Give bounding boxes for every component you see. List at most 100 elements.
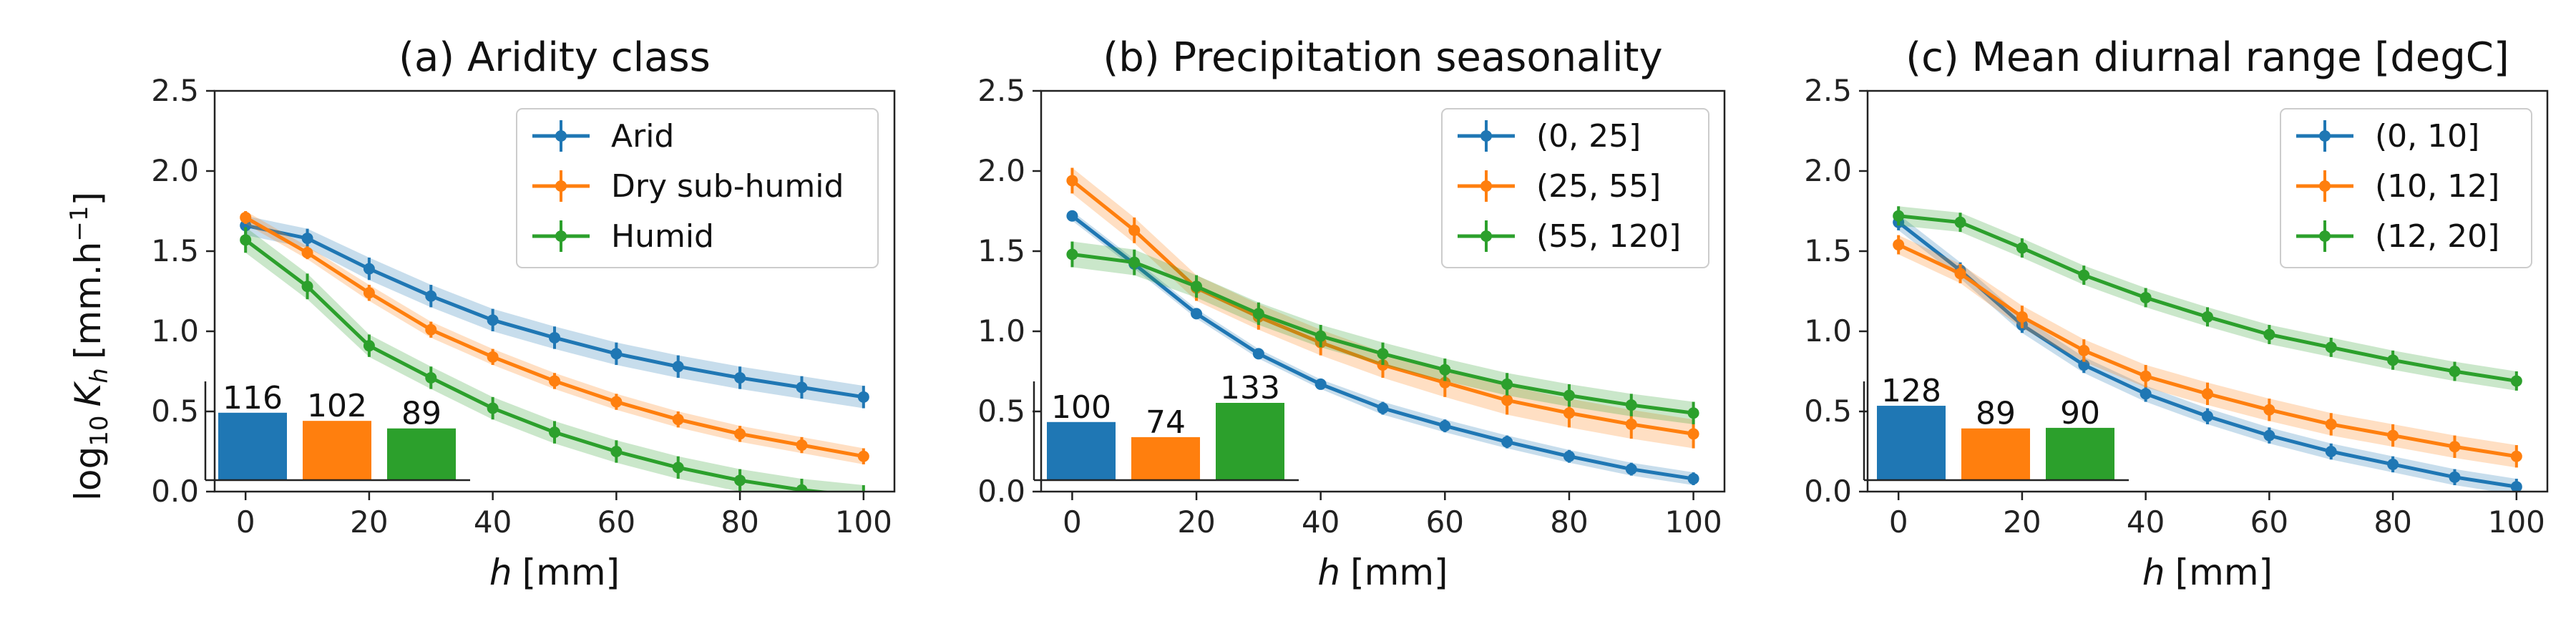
legend-item: Dry sub-humid <box>532 168 844 205</box>
y-tick-label: 1.5 <box>151 233 199 268</box>
legend: (0, 10] (10, 12] (12, 20] <box>2280 108 2532 268</box>
data-point <box>2202 311 2213 323</box>
data-point <box>425 323 437 336</box>
legend-label: Dry sub-humid <box>611 168 844 205</box>
data-point <box>425 290 437 302</box>
x-tick-label: 20 <box>350 504 388 540</box>
data-point <box>549 331 560 343</box>
count-bar <box>1047 421 1116 480</box>
data-point <box>1066 248 1078 260</box>
axes-frame <box>1040 89 1726 493</box>
plot-area <box>240 211 869 492</box>
data-point <box>2510 375 2522 387</box>
data-point <box>1252 348 1264 360</box>
panel-precipitation-seasonality: (b) Precipitation seasonality 0 20 40 60 80 10… <box>977 34 1726 593</box>
y-tick-label: 2.0 <box>977 153 1025 188</box>
panel-aridity: (a) Aridity class 0 20 40 60 80 100 0.0 0.5 1.0 1.… <box>151 34 896 593</box>
data-point <box>2449 441 2461 453</box>
y-axis-label-main: log <box>67 447 109 501</box>
axes-frame <box>1866 89 2549 493</box>
x-axis-label-unit: [mm] <box>522 552 620 593</box>
data-point <box>1128 256 1141 268</box>
data-point <box>2510 481 2522 492</box>
data-point <box>1377 348 1389 360</box>
data-point <box>1252 308 1264 320</box>
x-tick-label: 100 <box>1665 504 1722 540</box>
data-point <box>2016 242 2028 254</box>
legend-item: (10, 12] <box>2296 168 2499 205</box>
count-label: 74 <box>1146 404 1186 441</box>
data-point <box>301 233 313 245</box>
x-tick-label: 20 <box>2003 504 2041 540</box>
data-point <box>2325 341 2337 353</box>
x-tick-label: 0 <box>1063 504 1082 540</box>
data-point <box>363 263 375 275</box>
data-point <box>363 340 375 352</box>
data-point <box>857 391 869 403</box>
x-tick-label: 40 <box>1302 504 1340 540</box>
count-label: 89 <box>401 396 441 432</box>
data-point <box>1687 428 1699 440</box>
data-point <box>672 462 684 474</box>
data-point <box>1501 436 1513 448</box>
count-label: 133 <box>1220 370 1280 406</box>
data-point <box>796 439 808 452</box>
count-bar <box>1131 436 1200 480</box>
data-point <box>240 234 252 246</box>
panel-title: (a) Aridity class <box>399 34 711 81</box>
legend-label: (25, 55] <box>1536 168 1661 205</box>
data-point <box>1314 330 1327 342</box>
data-point <box>857 450 869 462</box>
data-point <box>2325 446 2337 457</box>
axes-frame <box>213 89 896 493</box>
y-axis-label-var-sub: h <box>85 368 114 384</box>
y-axis-label-unit-sup: −1 <box>65 206 94 242</box>
data-point <box>2078 344 2090 356</box>
data-point <box>610 446 623 457</box>
count-bar <box>387 428 456 480</box>
y-axis-label: log10 Kh [mm.h−1] <box>65 192 114 501</box>
y-tick-label: 0.5 <box>1804 394 1852 429</box>
legend-label: (0, 25] <box>1536 118 1641 155</box>
data-point <box>1893 210 1905 222</box>
data-point <box>2449 366 2461 377</box>
data-point <box>610 396 623 408</box>
count-label: 116 <box>223 380 283 416</box>
legend: (0, 25] (25, 55] (55, 120] <box>1441 108 1709 268</box>
y-tick-label: 1.0 <box>151 313 199 348</box>
x-tick-label: 80 <box>1550 504 1588 540</box>
data-point <box>2202 388 2213 400</box>
data-point <box>2263 328 2275 341</box>
legend-swatch-marker <box>2319 130 2331 142</box>
y-tick-label: 1.5 <box>1804 233 1852 268</box>
y-tick-label: 0.0 <box>977 474 1025 509</box>
data-point <box>2202 410 2213 422</box>
plot-area <box>1893 206 2522 492</box>
legend-item: (25, 55] <box>1458 168 1661 205</box>
legend-label: Arid <box>611 118 674 155</box>
data-point <box>1563 389 1575 401</box>
legend-swatch-marker <box>1480 230 1492 242</box>
y-axis-label-unit-end: ] <box>67 192 109 206</box>
data-point <box>1625 418 1637 430</box>
count-label: 128 <box>1881 373 1941 409</box>
data-point <box>549 426 560 439</box>
data-point <box>1314 378 1327 390</box>
x-tick-label: 80 <box>2373 504 2411 540</box>
data-point <box>796 381 808 394</box>
data-point <box>487 402 499 414</box>
data-point <box>1066 175 1078 187</box>
plot-area <box>1066 167 1699 486</box>
legend-swatch-marker <box>555 180 567 192</box>
y-tick-label: 1.0 <box>1804 313 1852 348</box>
x-tick-label: 20 <box>1177 504 1215 540</box>
panel-title: (c) Mean diurnal range [degC] <box>1906 34 2509 81</box>
x-tick-label: 80 <box>721 504 758 540</box>
data-point <box>240 211 252 223</box>
x-axis-label-unit: [mm] <box>1350 552 1448 593</box>
x-axis-label: h [mm] <box>2142 552 2273 593</box>
legend-item: (55, 120] <box>1458 218 1681 255</box>
y-tick-label: 1.0 <box>977 313 1025 348</box>
x-tick-label: 40 <box>2127 504 2165 540</box>
